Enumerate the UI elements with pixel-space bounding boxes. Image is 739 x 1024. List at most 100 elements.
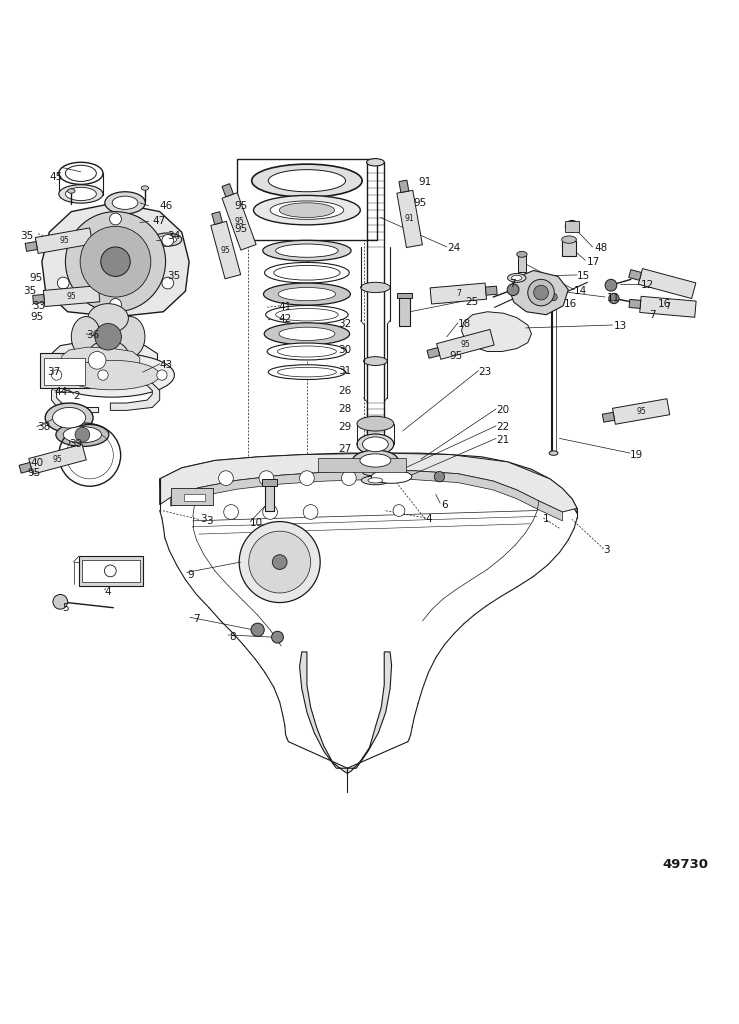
Ellipse shape xyxy=(253,196,361,225)
Text: 1: 1 xyxy=(543,514,550,524)
Circle shape xyxy=(609,293,619,304)
Text: 35: 35 xyxy=(20,231,33,241)
Circle shape xyxy=(75,427,89,442)
Text: 31: 31 xyxy=(338,366,352,376)
Polygon shape xyxy=(430,283,486,304)
Polygon shape xyxy=(613,398,670,424)
Circle shape xyxy=(58,234,69,246)
Text: 27: 27 xyxy=(338,444,352,455)
Ellipse shape xyxy=(52,408,86,428)
Polygon shape xyxy=(35,228,92,254)
Text: 95: 95 xyxy=(59,237,69,245)
Polygon shape xyxy=(427,347,440,358)
Ellipse shape xyxy=(360,454,391,467)
Text: 95: 95 xyxy=(52,455,62,464)
Circle shape xyxy=(239,521,320,602)
Text: 44: 44 xyxy=(55,387,68,397)
Circle shape xyxy=(157,370,167,380)
Polygon shape xyxy=(52,341,157,379)
Ellipse shape xyxy=(277,368,336,377)
Text: 13: 13 xyxy=(614,322,627,332)
Ellipse shape xyxy=(508,273,526,283)
Circle shape xyxy=(534,286,548,300)
Text: 95: 95 xyxy=(414,198,427,208)
Circle shape xyxy=(528,280,554,306)
Text: 95: 95 xyxy=(30,272,43,283)
Text: 6: 6 xyxy=(442,500,449,510)
Ellipse shape xyxy=(72,316,101,357)
Circle shape xyxy=(263,505,277,519)
Circle shape xyxy=(259,471,273,485)
Polygon shape xyxy=(602,413,615,422)
Text: 42: 42 xyxy=(278,314,291,325)
Text: 29: 29 xyxy=(338,422,352,432)
Text: 22: 22 xyxy=(496,422,509,432)
Bar xyxy=(399,296,410,327)
Ellipse shape xyxy=(252,164,362,198)
Polygon shape xyxy=(160,453,577,513)
Text: 38: 38 xyxy=(37,422,50,432)
Text: 95: 95 xyxy=(636,407,646,416)
Text: 12: 12 xyxy=(641,281,654,290)
Polygon shape xyxy=(25,242,38,252)
Text: 95: 95 xyxy=(221,246,231,255)
Text: 7: 7 xyxy=(650,309,656,319)
Ellipse shape xyxy=(363,437,388,452)
Circle shape xyxy=(58,278,69,289)
Polygon shape xyxy=(399,180,409,193)
Ellipse shape xyxy=(112,197,138,210)
Text: 45: 45 xyxy=(50,172,63,182)
Bar xyxy=(562,241,576,256)
Ellipse shape xyxy=(371,470,412,483)
Text: 35: 35 xyxy=(167,271,180,282)
Text: 40: 40 xyxy=(31,458,44,468)
Circle shape xyxy=(95,324,121,350)
Circle shape xyxy=(66,212,166,311)
Circle shape xyxy=(271,631,283,643)
Ellipse shape xyxy=(276,308,338,321)
Polygon shape xyxy=(211,221,241,279)
Text: 7: 7 xyxy=(509,279,516,289)
Circle shape xyxy=(101,247,130,276)
Polygon shape xyxy=(19,463,32,473)
Text: 49730: 49730 xyxy=(662,858,708,871)
Ellipse shape xyxy=(368,478,383,483)
Ellipse shape xyxy=(266,305,348,324)
Bar xyxy=(44,358,85,385)
Text: 3: 3 xyxy=(200,514,207,524)
Ellipse shape xyxy=(59,184,103,203)
Text: 36: 36 xyxy=(86,331,99,340)
Polygon shape xyxy=(629,269,641,281)
Circle shape xyxy=(80,226,151,297)
Text: 95: 95 xyxy=(67,292,76,301)
Ellipse shape xyxy=(270,201,344,219)
Polygon shape xyxy=(212,212,222,224)
Text: 2: 2 xyxy=(74,391,80,400)
Text: 91: 91 xyxy=(405,214,415,223)
Text: 46: 46 xyxy=(160,202,173,212)
Ellipse shape xyxy=(115,316,145,357)
Text: 9: 9 xyxy=(187,569,194,580)
Polygon shape xyxy=(222,183,234,197)
Polygon shape xyxy=(33,295,44,303)
Text: 47: 47 xyxy=(152,216,166,226)
Text: 48: 48 xyxy=(594,244,607,253)
Ellipse shape xyxy=(59,162,103,184)
Circle shape xyxy=(249,531,310,593)
Text: 34: 34 xyxy=(167,231,180,241)
Text: 95: 95 xyxy=(460,340,470,349)
Circle shape xyxy=(162,234,174,246)
Ellipse shape xyxy=(157,236,177,244)
Circle shape xyxy=(109,298,121,310)
Text: 7: 7 xyxy=(456,289,460,298)
Text: 4: 4 xyxy=(426,514,432,524)
Circle shape xyxy=(98,370,108,380)
Ellipse shape xyxy=(517,251,527,257)
Polygon shape xyxy=(462,311,531,351)
Circle shape xyxy=(393,505,405,516)
Ellipse shape xyxy=(265,262,350,283)
Circle shape xyxy=(272,555,287,569)
Text: 39: 39 xyxy=(69,439,82,450)
Ellipse shape xyxy=(141,185,149,190)
Ellipse shape xyxy=(105,191,146,214)
